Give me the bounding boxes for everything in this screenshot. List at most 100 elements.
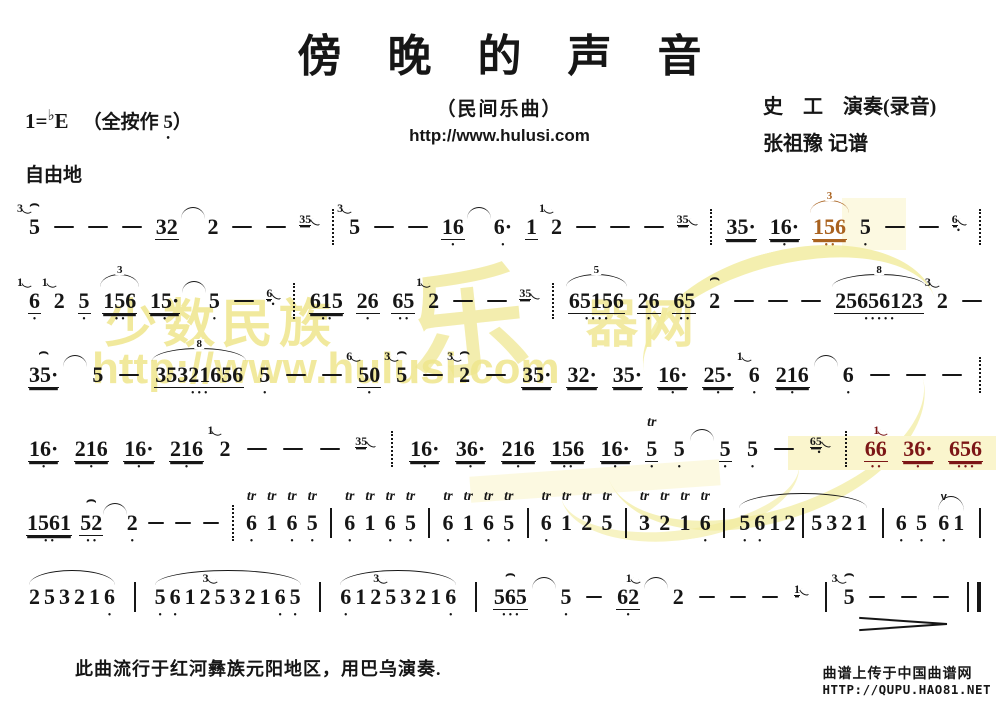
low-octave-dots: •	[716, 387, 723, 399]
note-digits: 5	[811, 510, 823, 535]
note: 2 tr	[658, 490, 671, 535]
tuplet-arc: 5	[565, 264, 627, 287]
trill-mark: tr	[504, 489, 514, 504]
note-digits: 1	[462, 510, 474, 535]
note-digits: 6	[699, 510, 711, 535]
tie-arc	[531, 577, 556, 589]
trill-mark: tr	[639, 489, 650, 504]
note-digits: 5	[349, 214, 361, 239]
note: 5 •	[859, 215, 872, 251]
grace-digits: 6	[951, 211, 958, 226]
dotted-barline	[390, 431, 393, 467]
duration-dash	[774, 447, 795, 451]
duration-dash	[586, 595, 603, 599]
note-digits: 5	[916, 510, 927, 535]
fingering-number: 5 •	[163, 112, 173, 144]
note-digits: 615	[308, 287, 344, 314]
low-octave-dots: •••••	[864, 313, 897, 325]
note: 1	[855, 511, 868, 535]
tuplet-number: 3	[115, 263, 125, 276]
dotted-barline	[978, 209, 981, 245]
duration-dash	[698, 595, 715, 599]
low-octave-dots: •	[347, 536, 355, 547]
note: 216 •	[774, 362, 810, 398]
tuplet-arc: 8	[152, 338, 247, 361]
low-octave-dots: •	[941, 536, 949, 547]
note: 16· •	[768, 214, 801, 250]
note: 65 ••	[391, 287, 416, 324]
low-octave-dots: •	[677, 462, 684, 473]
grace-note-group: 35	[519, 286, 538, 301]
note: 1 tr	[679, 490, 692, 535]
note-digits: 26	[636, 287, 661, 314]
note-digits: 6	[842, 362, 854, 387]
low-octave-dots: •	[899, 536, 907, 547]
note: 3	[229, 585, 242, 609]
grace-note-group: 35	[299, 212, 318, 227]
note: 216 •	[73, 436, 109, 472]
score: 3 5 ⌢ 32 2 35 3 5 16 • 6· • 1 1 2 35 35· 16· • 156 •• 3 5 • 6 • 1…	[17, 190, 986, 634]
low-octave-dots: •	[723, 461, 730, 473]
note: 35·	[521, 362, 553, 388]
grace-note: 3	[202, 571, 209, 585]
low-octave-dots: •	[293, 610, 300, 621]
trill-mark: tr	[443, 489, 453, 504]
note: 5 • tr	[306, 490, 319, 547]
duration-dash	[119, 373, 140, 377]
grace-note: 1	[41, 275, 48, 289]
footnote: 此曲流行于红河彝族元阳地区，用巴乌演奏.	[75, 659, 442, 679]
note-digits: 26	[355, 287, 380, 314]
duration-dash	[322, 373, 343, 377]
note-digits: 5	[289, 584, 301, 609]
note: 5 •	[718, 436, 732, 472]
low-octave-dots: •	[130, 536, 138, 547]
note: 6 •	[753, 511, 766, 547]
note-digits: 6	[340, 584, 352, 609]
grace-note-group: 6 •	[266, 286, 279, 309]
note: 5	[91, 363, 104, 387]
note-digits: 36·	[902, 435, 934, 462]
note-digits: 6	[28, 287, 41, 314]
note: 2	[369, 585, 382, 609]
low-octave-dots: •	[750, 462, 758, 473]
note-digits: 6	[384, 510, 396, 535]
note-digits: 1	[184, 584, 196, 609]
note-digits: 1	[355, 584, 367, 609]
duration-dash	[575, 225, 596, 229]
note: 1	[88, 585, 101, 609]
note-digits: 3	[59, 584, 70, 609]
slur-group: 6 • v 1	[934, 492, 968, 547]
note-digits: 2	[219, 436, 231, 461]
note-digits: 5	[214, 584, 226, 609]
note: 6 • tr	[442, 490, 455, 547]
duration-dash	[486, 373, 507, 377]
note-digits: 1	[856, 510, 868, 535]
note: 2	[207, 215, 220, 239]
low-octave-dots: •	[863, 240, 871, 251]
note-digits: 2	[550, 214, 562, 239]
note: 16· •	[123, 436, 155, 472]
note-digits: 65	[391, 287, 416, 314]
tie-arc	[182, 281, 207, 293]
barline	[978, 508, 981, 538]
low-octave-dots: •	[742, 536, 750, 547]
trill-mark: tr	[267, 489, 277, 504]
note: 156 •• 3	[100, 264, 140, 324]
note-digits: 565	[492, 583, 528, 610]
note-digits: 32	[154, 213, 179, 240]
barline	[723, 508, 725, 538]
breath-mark: v	[940, 491, 947, 503]
note-digits: 2	[29, 584, 40, 609]
tempo-marking: 自由地	[25, 165, 83, 186]
note-digits: 2	[415, 584, 427, 609]
duration-dash	[901, 595, 918, 599]
trill-mark: tr	[307, 489, 317, 504]
note: 6 •	[842, 362, 855, 399]
low-octave-dots: •	[263, 388, 270, 399]
music-line-1: 3 5 ⌢ 32 2 35 3 5 16 • 6· • 1 1 2 35 35· 16· • 156 •• 3 5 • 6 •	[17, 190, 986, 264]
arc-ornament: ⌢	[459, 344, 470, 361]
duration-dash	[232, 225, 253, 229]
note-digits: 52	[79, 509, 104, 536]
low-octave-dots: ••	[398, 313, 412, 325]
